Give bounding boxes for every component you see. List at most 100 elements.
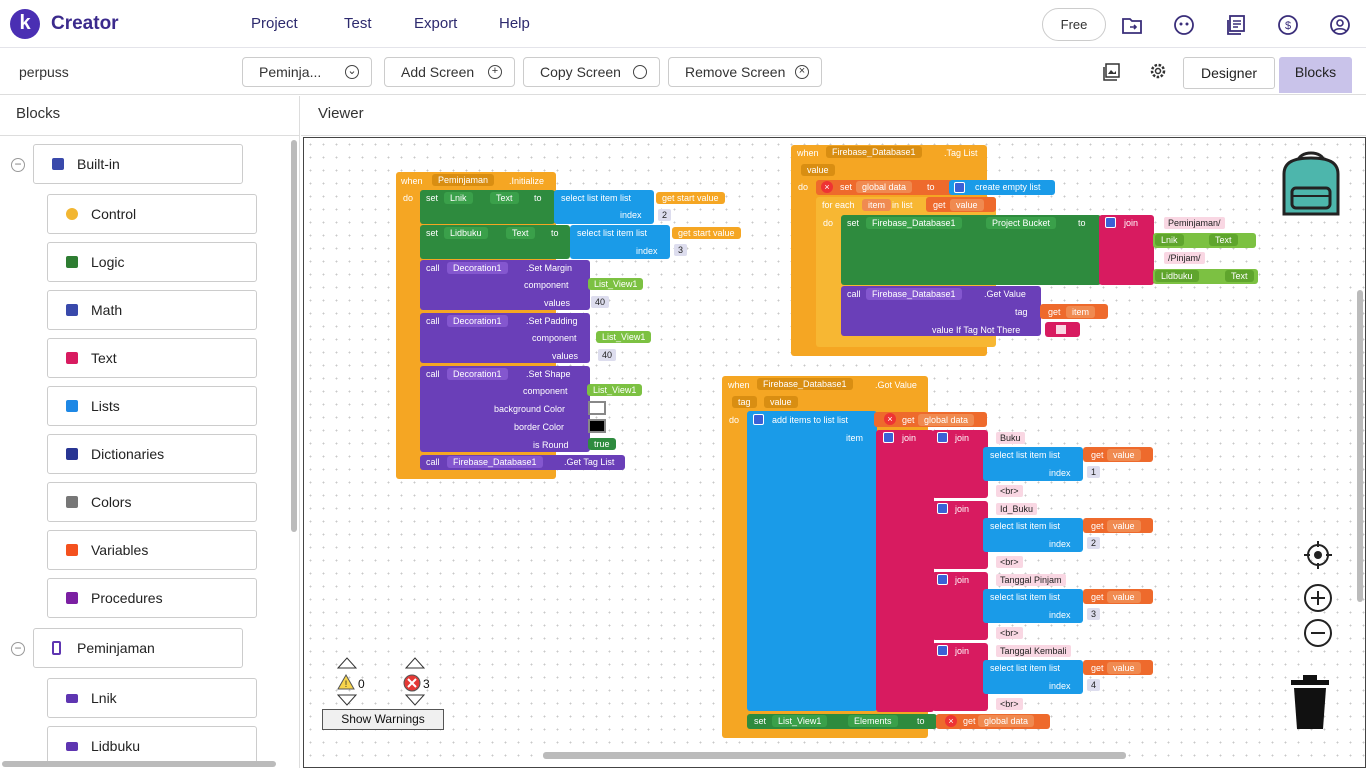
blocks-button[interactable]: Blocks <box>1279 57 1352 93</box>
margin-value[interactable]: 40 <box>591 296 610 308</box>
value-dropdown[interactable]: value <box>1107 449 1141 461</box>
string-tanggal-kembali[interactable]: Tanggal Kembali <box>996 645 1071 657</box>
global-data-dropdown[interactable]: global data <box>856 181 913 193</box>
black-color-swatch[interactable] <box>588 419 606 433</box>
get-start-value[interactable]: get start value <box>672 227 741 239</box>
up-arrow-icon[interactable] <box>405 657 425 669</box>
string-idbuku[interactable]: Id_Buku <box>996 503 1038 515</box>
lidbuku-dropdown[interactable]: Lidbuku <box>444 227 488 239</box>
account-icon[interactable] <box>1329 14 1351 36</box>
mutator-gear-icon[interactable] <box>1105 217 1116 228</box>
free-button[interactable]: Free <box>1042 8 1106 41</box>
add-items-block[interactable] <box>747 411 877 711</box>
screen-dropdown[interactable]: Peminjaman <box>432 174 495 186</box>
value-dropdown[interactable]: value <box>1107 662 1141 674</box>
builtin-group[interactable]: Built-in <box>33 144 243 184</box>
up-arrow-icon[interactable] <box>337 657 357 669</box>
white-color-swatch[interactable] <box>588 401 606 415</box>
value-param[interactable]: value <box>764 396 798 408</box>
mutator-gear-icon[interactable] <box>937 503 948 514</box>
select-list-item-block[interactable] <box>983 589 1083 623</box>
select-list-item-block[interactable] <box>983 447 1083 481</box>
string-peminjaman[interactable]: Peminjaman/ <box>1164 217 1225 229</box>
down-arrow-icon[interactable] <box>405 694 425 706</box>
string-buku[interactable]: Buku <box>996 432 1025 444</box>
value-dropdown[interactable]: value <box>1107 520 1141 532</box>
firebase-dropdown[interactable]: Firebase_Database1 <box>826 146 922 158</box>
blocks-workspace[interactable]: when Peminjaman .Initialize do set Lnik … <box>303 137 1366 768</box>
listview-dropdown[interactable]: List_View1 <box>587 384 643 396</box>
gamepad-icon[interactable] <box>1173 14 1195 36</box>
add-screen-button[interactable]: Add Screen + <box>384 57 515 87</box>
remove-screen-button[interactable]: Remove Screen × <box>668 57 822 87</box>
text-dropdown[interactable]: Text <box>1209 234 1238 246</box>
set-lidbuku-block[interactable] <box>420 225 570 259</box>
select-list-item-block[interactable] <box>983 518 1083 552</box>
index-value[interactable]: 3 <box>674 244 688 256</box>
panel-h-scrollbar[interactable] <box>2 761 276 767</box>
mutator-gear-icon[interactable] <box>753 414 764 425</box>
mutator-gear-icon[interactable] <box>954 182 965 193</box>
zoom-out-icon[interactable] <box>1303 618 1333 648</box>
screen-group[interactable]: Peminjaman <box>33 628 243 668</box>
create-empty-list-block[interactable] <box>949 180 1055 195</box>
text-dropdown[interactable]: Text <box>490 192 519 204</box>
index-value[interactable]: 3 <box>1087 608 1101 620</box>
drawer-procedures[interactable]: Procedures <box>47 578 257 618</box>
collapse-screen-icon[interactable]: − <box>11 642 25 656</box>
drawer-variables[interactable]: Variables <box>47 530 257 570</box>
listview-dropdown[interactable]: List_View1 <box>588 278 644 290</box>
component-lnik[interactable]: Lnik <box>47 678 257 718</box>
decoration-dropdown[interactable]: Decoration1 <box>447 262 508 274</box>
set-lnik-block[interactable] <box>420 190 555 224</box>
string-br[interactable]: <br> <box>996 627 1023 639</box>
select-list-item-block[interactable] <box>570 225 670 259</box>
collapse-builtin-icon[interactable]: − <box>11 158 25 172</box>
lnik-dropdown[interactable]: Lnik <box>444 192 473 204</box>
copy-screen-button[interactable]: Copy Screen <box>523 57 660 87</box>
backpack-icon[interactable] <box>1276 148 1346 220</box>
nav-test[interactable]: Test <box>344 15 372 32</box>
dollar-icon[interactable]: $ <box>1277 14 1299 36</box>
item-dropdown[interactable]: item <box>1066 306 1096 318</box>
panel-scrollbar[interactable] <box>291 140 297 532</box>
select-list-item-block[interactable] <box>983 660 1083 694</box>
mutator-gear-icon[interactable] <box>937 645 948 656</box>
select-list-item-block[interactable] <box>554 190 654 224</box>
drawer-logic[interactable]: Logic <box>47 242 257 282</box>
nav-project[interactable]: Project <box>251 15 298 32</box>
drawer-dictionaries[interactable]: Dictionaries <box>47 434 257 474</box>
index-value[interactable]: 4 <box>1087 679 1101 691</box>
screen-select[interactable]: Peminja... ⌄ <box>242 57 372 87</box>
drawer-math[interactable]: Math <box>47 290 257 330</box>
decoration-dropdown[interactable]: Decoration1 <box>447 368 508 380</box>
call-set-shape-block[interactable] <box>420 366 590 452</box>
workspace-v-scrollbar[interactable] <box>1357 290 1363 602</box>
value-dropdown[interactable]: value <box>1107 591 1141 603</box>
outer-join-block[interactable] <box>876 430 934 712</box>
index-value[interactable]: 1 <box>1087 466 1101 478</box>
value-param[interactable]: value <box>801 164 835 176</box>
string-br[interactable]: <br> <box>996 556 1023 568</box>
text-dropdown[interactable]: Text <box>506 227 535 239</box>
firebase-dropdown[interactable]: Firebase_Database1 <box>866 217 962 229</box>
gallery-icon[interactable] <box>1225 14 1247 36</box>
listview-dropdown[interactable]: List_View1 <box>772 715 828 727</box>
value-dropdown[interactable]: value <box>950 199 984 211</box>
workspace-h-scrollbar[interactable] <box>543 752 1126 759</box>
firebase-dropdown[interactable]: Firebase_Database1 <box>447 456 543 468</box>
mutator-gear-icon[interactable] <box>937 574 948 585</box>
global-data-dropdown[interactable]: global data <box>918 414 975 426</box>
folder-icon[interactable] <box>1121 14 1143 36</box>
project-bucket-dropdown[interactable]: Project Bucket <box>986 217 1057 229</box>
nav-export[interactable]: Export <box>414 15 458 32</box>
string-br[interactable]: <br> <box>996 698 1023 710</box>
show-warnings-button[interactable]: Show Warnings <box>322 709 444 730</box>
mutator-gear-icon[interactable] <box>883 432 894 443</box>
drawer-control[interactable]: Control <box>47 194 257 234</box>
listview-dropdown[interactable]: List_View1 <box>596 331 652 343</box>
text-dropdown[interactable]: Text <box>1225 270 1254 282</box>
component-lidbuku[interactable]: Lidbuku <box>47 726 257 766</box>
image-icon[interactable] <box>1103 63 1121 81</box>
nav-help[interactable]: Help <box>499 15 530 32</box>
